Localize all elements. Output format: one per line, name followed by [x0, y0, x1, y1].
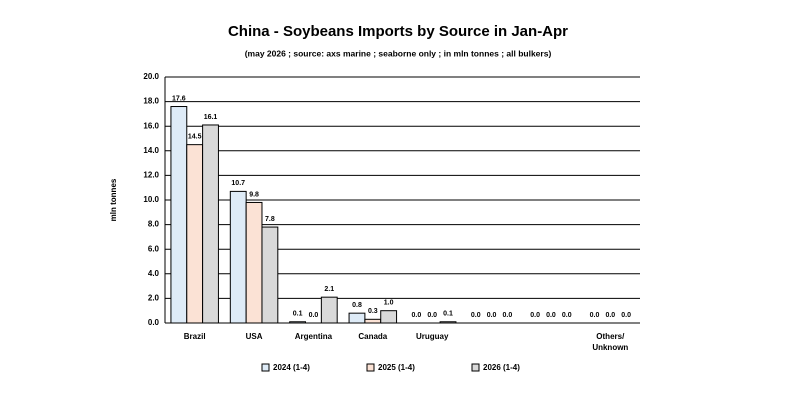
y-tick-label: 0.0 [148, 318, 160, 327]
value-label: 0.0 [530, 312, 540, 319]
legend-label: 2026 (1-4) [483, 363, 520, 372]
y-tick-label: 12.0 [143, 171, 159, 180]
bar [229, 190, 247, 324]
bar [289, 321, 307, 324]
x-tick-label: Canada [358, 332, 387, 341]
x-tick-label: USA [246, 332, 263, 341]
chart-title: China - Soybeans Imports by Source in Ja… [228, 23, 568, 40]
legend-label: 2025 (1-4) [378, 363, 415, 372]
value-label: 0.3 [368, 308, 378, 315]
value-label: 0.0 [605, 312, 615, 319]
y-tick-label: 2.0 [148, 294, 160, 303]
value-label: 0.0 [487, 312, 497, 319]
y-tick-label: 20.0 [143, 72, 159, 81]
value-label: 0.0 [427, 312, 437, 319]
legend-swatch [366, 363, 375, 372]
value-label: 0.0 [411, 312, 421, 319]
bar [364, 318, 382, 324]
legend-swatch [471, 363, 480, 372]
bar [245, 201, 263, 324]
bar [186, 144, 204, 324]
x-tick-label: Brazil [184, 332, 206, 341]
y-tick-label: 18.0 [143, 97, 159, 106]
value-label: 0.0 [546, 312, 556, 319]
bar [348, 312, 366, 324]
x-tick-label: Argentina [295, 332, 333, 341]
value-label: 0.8 [352, 302, 362, 309]
bar [380, 310, 398, 324]
bar [170, 106, 188, 324]
value-label: 0.0 [621, 312, 631, 319]
bar [202, 124, 219, 324]
y-tick-label: 14.0 [143, 146, 159, 155]
bar [320, 296, 338, 324]
value-label: 9.8 [249, 191, 259, 198]
value-label: 0.1 [293, 311, 303, 318]
value-label: 0.0 [590, 312, 600, 319]
y-tick-label: 6.0 [148, 244, 160, 253]
value-label: 0.1 [443, 311, 453, 318]
value-label: 0.0 [309, 312, 319, 319]
y-tick-label: 16.0 [143, 121, 159, 130]
y-axis-label: mln tonnes [109, 178, 118, 221]
y-tick-label: 8.0 [148, 220, 160, 229]
value-label: 1.0 [384, 300, 394, 307]
value-label: 17.6 [172, 95, 186, 102]
value-label: 0.0 [503, 312, 513, 319]
legend-label: 2024 (1-4) [273, 363, 310, 372]
value-label: 2.1 [324, 286, 334, 293]
value-label: 0.0 [562, 312, 572, 319]
bar [261, 226, 279, 324]
value-label: 7.8 [265, 216, 275, 223]
x-tick-label: Uruguay [416, 332, 449, 341]
value-label: 14.5 [188, 133, 202, 140]
x-tick-label: Others/Unknown [592, 332, 628, 352]
value-label: 16.1 [204, 114, 218, 121]
chart-subtitle: (may 2026 ; source: axs marine ; seaborn… [245, 48, 552, 58]
value-label: 10.7 [231, 180, 245, 187]
y-tick-label: 4.0 [148, 269, 160, 278]
y-tick-label: 10.0 [143, 195, 159, 204]
value-label: 0.0 [471, 312, 481, 319]
legend-swatch [261, 363, 270, 372]
bar [439, 321, 457, 324]
